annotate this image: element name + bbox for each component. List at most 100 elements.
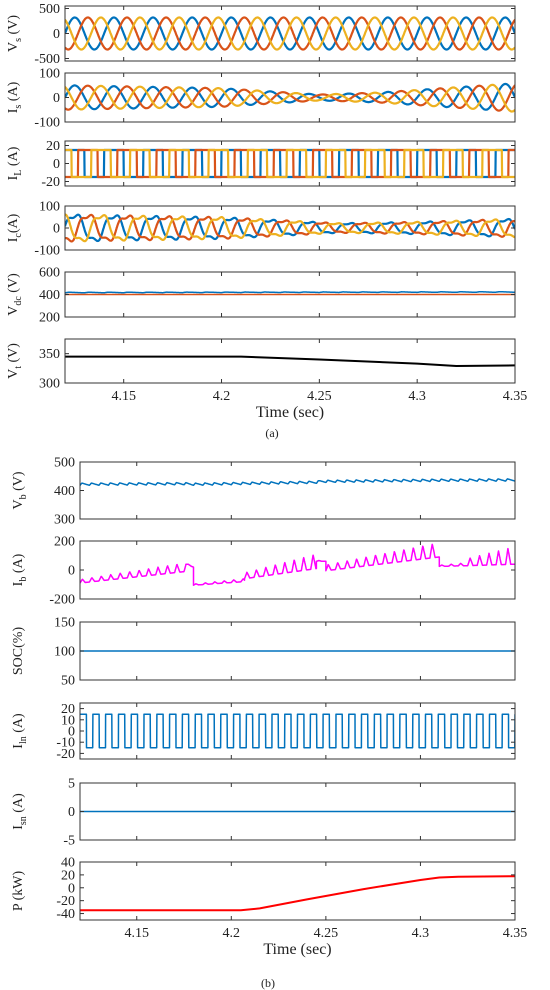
- subplot-vs: 500 0 -500 Vs (V): [6, 2, 516, 67]
- series-line-vs-2: [65, 16, 515, 51]
- series-line-is-2: [65, 83, 515, 113]
- subplot-vb: 500 400 300 Vb (V): [11, 456, 516, 528]
- ylabel-vb: Vb (V): [11, 471, 29, 509]
- ylabel-vs: Vs (V): [6, 15, 24, 52]
- ylabel-soc: SOC(%): [11, 627, 26, 676]
- xtick-label-p: 4.2: [223, 926, 241, 941]
- ytick-label-vb: 500: [54, 456, 75, 471]
- series-line-il-2: [65, 148, 515, 179]
- ytick-label-iln: -10: [56, 736, 75, 751]
- ytick-label-vdc: 400: [39, 288, 60, 303]
- series-group-il: [65, 148, 515, 179]
- subplot-vt: 350 300 4.15 4.2 4.25 4.3 4.35 Vt (V) Time (sec): [6, 338, 528, 421]
- ytick-label-ib: -200: [49, 593, 75, 608]
- subplot-ic: 100 0 -100 Ic(A): [6, 200, 516, 259]
- subplot-isn: 5 0 -5 Isn (A): [11, 777, 516, 849]
- series-group-iln: [80, 713, 515, 749]
- ytick-label-vb: 400: [54, 484, 75, 499]
- ytick-label-ic: 0: [53, 222, 60, 237]
- ytick-label-vdc: 200: [39, 311, 60, 326]
- ytick-label-p: 40: [61, 856, 75, 871]
- ytick-label-vdc: 600: [39, 266, 60, 281]
- ytick-label-is: -100: [34, 116, 60, 131]
- series-line-vb-0: [80, 478, 515, 487]
- series-line-vt-0: [65, 355, 515, 367]
- series-group-ib: [80, 543, 515, 586]
- ylabel-il: IL (A): [6, 146, 24, 180]
- series-group-vdc: [65, 290, 515, 296]
- caption-b: (b): [261, 976, 275, 990]
- xtick-label-vt: 4.15: [111, 389, 136, 404]
- xtick-label-p: 4.15: [124, 926, 149, 941]
- ytick-label-ic: -100: [34, 244, 60, 259]
- ytick-label-ic: 100: [39, 200, 60, 215]
- xlabel-vt: Time (sec): [256, 404, 324, 421]
- ytick-label-vs: -500: [34, 52, 60, 67]
- ytick-label-vt: 300: [39, 377, 60, 392]
- xtick-label-p: 4.25: [314, 926, 339, 941]
- series-group-vt: [65, 355, 515, 367]
- subplot-ib: 200 0 -200 Ib (A): [11, 535, 516, 608]
- ytick-label-il: -20: [41, 175, 60, 190]
- xtick-label-p: 4.3: [412, 926, 430, 941]
- ylabel-p: P (kW): [11, 871, 26, 912]
- series-line-il-1: [65, 148, 515, 179]
- subplot-il: 20 0 -20 IL (A): [6, 139, 516, 190]
- ytick-label-ib: 0: [68, 564, 75, 579]
- subplot-vdc: 600 400 200 Vdc (V): [6, 266, 516, 326]
- ytick-label-vs: 500: [39, 2, 60, 17]
- series-group-ic: [65, 213, 515, 243]
- ytick-label-iln: 0: [68, 725, 75, 740]
- subplot-soc: 150 100 50 SOC(%): [11, 616, 516, 689]
- ytick-label-il: 20: [46, 139, 60, 154]
- ytick-label-isn: -5: [63, 834, 75, 849]
- ylabel-vt: Vt (V): [6, 343, 24, 379]
- ytick-label-isn: 0: [68, 805, 75, 820]
- ytick-label-p: 20: [61, 868, 75, 883]
- ytick-label-soc: 150: [54, 616, 75, 631]
- series-group-is: [65, 82, 515, 113]
- ytick-label-soc: 100: [54, 645, 75, 660]
- axes-frame-ic: [64, 205, 516, 251]
- ytick-label-p: 0: [68, 881, 75, 896]
- ylabel-ib: Ib (A): [11, 553, 29, 586]
- ytick-label-vs: 0: [53, 27, 60, 42]
- series-line-vdc-0: [65, 290, 515, 294]
- ytick-label-vb: 300: [54, 513, 75, 528]
- axes-frame-p: [79, 861, 516, 921]
- axes-frame-il: [64, 140, 516, 187]
- ytick-label-is: 100: [39, 67, 60, 82]
- series-line-p-0: [80, 875, 515, 912]
- axes-frame-vs: [64, 5, 516, 62]
- axes-frame-is: [64, 72, 516, 123]
- ylabel-is: Is (A): [6, 81, 24, 113]
- xlabel-p: Time (sec): [263, 941, 331, 958]
- ytick-label-iln: 20: [61, 702, 75, 717]
- caption-a: (a): [265, 426, 278, 440]
- ytick-label-p: -40: [56, 907, 75, 922]
- xtick-label-vt: 4.25: [307, 389, 332, 404]
- ylabel-vdc: Vdc (V): [6, 273, 24, 316]
- subplot-is: 100 0 -100 Is (A): [6, 67, 516, 131]
- series-line-ib-0: [80, 543, 515, 586]
- ytick-label-iln: 10: [61, 713, 75, 728]
- ytick-label-ib: 200: [54, 535, 75, 550]
- ytick-label-is: 0: [53, 91, 60, 106]
- ytick-label-iln: -20: [56, 747, 75, 762]
- ylabel-ic: Ic(A): [6, 213, 24, 242]
- axes-frame-vb: [79, 461, 516, 520]
- ytick-label-soc: 50: [61, 674, 75, 689]
- series-line-il-0: [65, 148, 515, 179]
- xtick-label-p: 4.35: [503, 926, 528, 941]
- ytick-label-isn: 5: [68, 777, 75, 792]
- series-line-ic-2: [65, 213, 515, 243]
- ytick-label-il: 0: [53, 157, 60, 172]
- xtick-label-vt: 4.3: [408, 389, 426, 404]
- axes-frame-vt: [64, 338, 516, 384]
- xtick-label-vt: 4.35: [503, 389, 528, 404]
- series-group-vs: [65, 16, 515, 51]
